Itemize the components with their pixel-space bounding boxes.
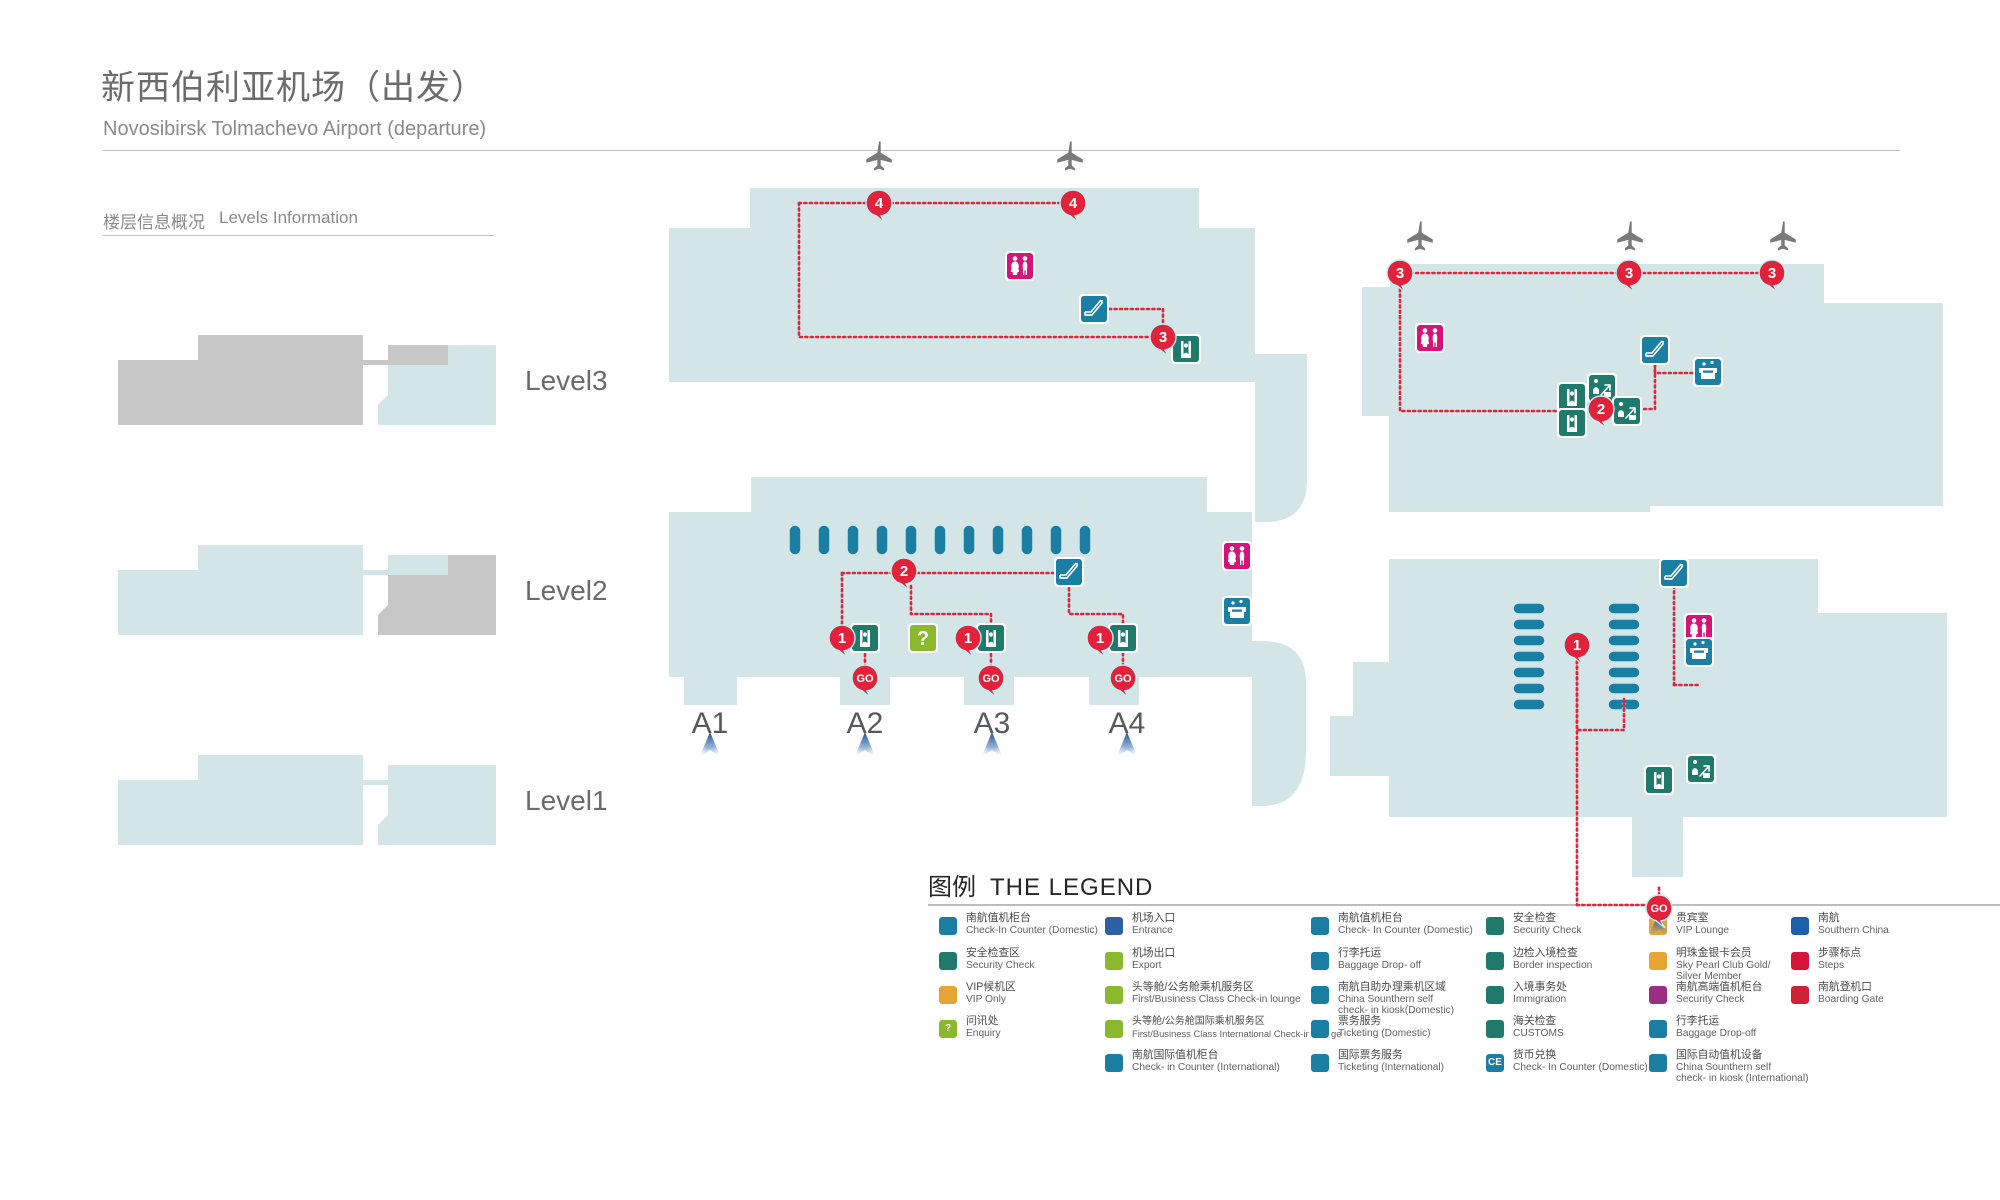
svg-text:GO: GO — [1114, 673, 1132, 685]
svg-text:4: 4 — [875, 195, 884, 212]
svg-text:4: 4 — [1069, 195, 1078, 212]
svg-text:GO: GO — [982, 673, 1000, 685]
svg-text:2: 2 — [1597, 401, 1605, 418]
svg-text:GO: GO — [1650, 903, 1668, 915]
svg-text:3: 3 — [1159, 329, 1167, 346]
svg-text:2: 2 — [900, 563, 908, 580]
svg-text:1: 1 — [1096, 630, 1104, 647]
svg-text:3: 3 — [1396, 265, 1404, 282]
svg-text:3: 3 — [1768, 265, 1776, 282]
svg-text:3: 3 — [1625, 265, 1633, 282]
svg-text:1: 1 — [838, 630, 846, 647]
svg-text:1: 1 — [964, 630, 972, 647]
svg-text:GO: GO — [856, 673, 874, 685]
svg-text:1: 1 — [1573, 637, 1581, 654]
